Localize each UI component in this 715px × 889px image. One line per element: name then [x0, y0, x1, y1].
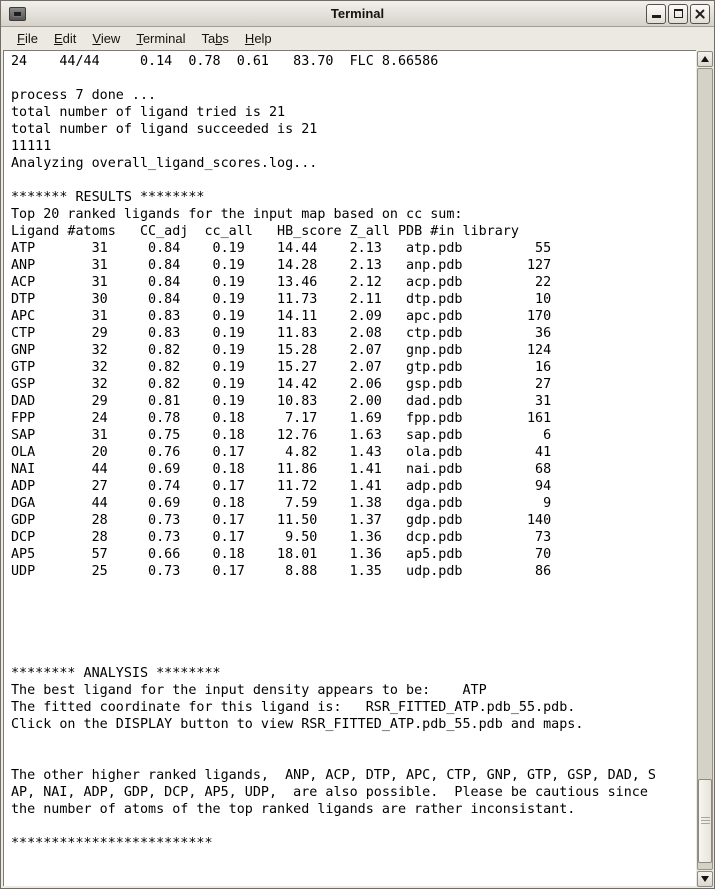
terminal-app-icon-screen: [13, 10, 22, 17]
scroll-up-button[interactable]: [697, 51, 713, 67]
menu-item-tabs[interactable]: Tabs: [201, 30, 229, 46]
window-title: Terminal: [330, 6, 385, 21]
maximize-button[interactable]: [668, 3, 688, 24]
scrollbar: [696, 50, 714, 888]
window-content: 24 44/44 0.14 0.78 0.61 83.70 FLC 8.6658…: [1, 50, 714, 888]
menu-item-edit[interactable]: Edit: [53, 30, 77, 46]
scrollbar-thumb[interactable]: [698, 779, 712, 863]
window-controls: [646, 3, 710, 24]
arrow-up-icon: [701, 56, 709, 62]
titlebar[interactable]: Terminal: [1, 1, 714, 27]
menu-item-view[interactable]: View: [92, 30, 121, 46]
minimize-button[interactable]: [646, 3, 666, 24]
close-icon: [695, 9, 705, 19]
scrollbar-trough[interactable]: [697, 68, 713, 870]
minimize-icon: [651, 10, 661, 18]
scrollbar-grip-icon: [700, 817, 710, 825]
menubar: File Edit View Terminal Tabs Help: [1, 27, 714, 50]
terminal-app-icon: [9, 6, 26, 21]
menu-item-terminal[interactable]: Terminal: [136, 30, 186, 46]
maximize-icon: [673, 9, 683, 18]
terminal-viewport[interactable]: 24 44/44 0.14 0.78 0.61 83.70 FLC 8.6658…: [3, 50, 696, 886]
scroll-down-button[interactable]: [697, 871, 713, 887]
menu-item-help[interactable]: Help: [244, 30, 272, 46]
terminal-output: 24 44/44 0.14 0.78 0.61 83.70 FLC 8.6658…: [11, 54, 656, 851]
close-button[interactable]: [690, 3, 710, 24]
menu-item-file[interactable]: File: [17, 30, 38, 46]
arrow-down-icon: [701, 876, 709, 882]
